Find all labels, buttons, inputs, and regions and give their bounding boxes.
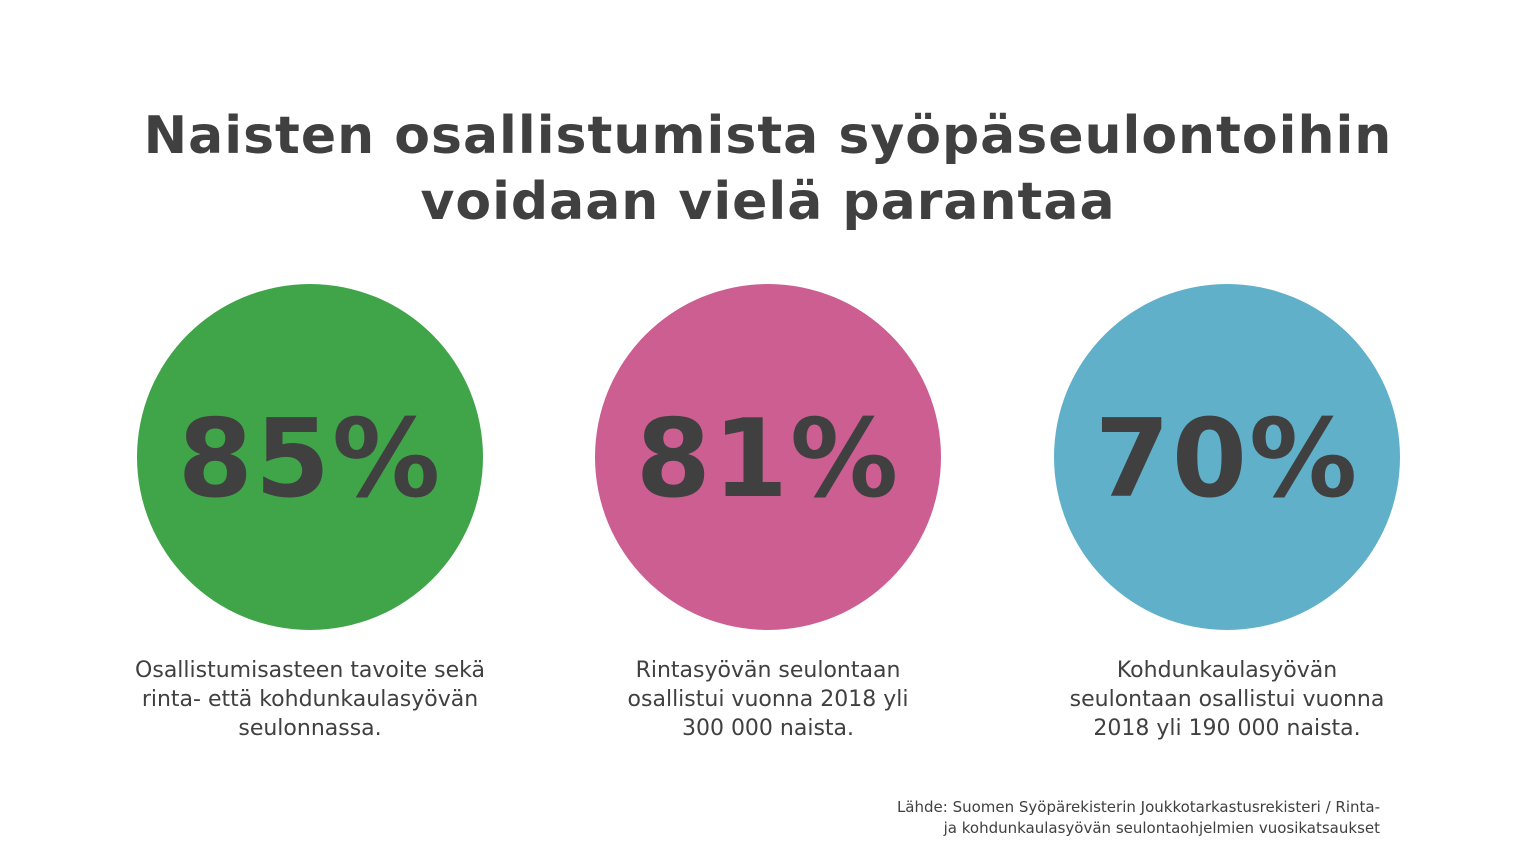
stat-circle-green: 85% <box>137 284 483 630</box>
stat-description-line: seulonnassa. <box>238 716 382 741</box>
stat-description-line: osallistui vuonna 2018 yli <box>627 687 909 712</box>
stat-description-line: seulontaan osallistui vuonna <box>1069 687 1385 712</box>
stat-circle-blue: 70% <box>1054 284 1400 630</box>
stat-percentage: 85% <box>177 397 443 522</box>
stat-circle-pink: 81% <box>595 284 941 630</box>
source-note: Lähde: Suomen Syöpärekisterin Joukkotark… <box>897 797 1380 839</box>
stat-description: Kohdunkaulasyövän seulontaan osallistui … <box>1024 656 1430 743</box>
stat-description: Osallistumisasteen tavoite sekä rinta- e… <box>107 656 513 743</box>
stat-description-line: rinta- että kohdunkaulasyövän <box>141 687 479 712</box>
stat-breast-screening: 81% Rintasyövän seulontaan osallistui vu… <box>595 284 941 741</box>
stat-description-line: Kohdunkaulasyövän <box>1116 658 1338 683</box>
page-title-line-2: voidaan vielä parantaa <box>420 172 1116 232</box>
stat-description: Rintasyövän seulontaan osallistui vuonna… <box>565 656 971 743</box>
stat-description-line: 2018 yli 190 000 naista. <box>1093 716 1361 741</box>
source-note-line: ja kohdunkaulasyövän seulontaohjelmien v… <box>943 819 1380 837</box>
stat-percentage: 70% <box>1094 397 1360 522</box>
stat-description-line: Osallistumisasteen tavoite sekä <box>135 658 485 683</box>
stat-percentage: 81% <box>635 397 901 522</box>
page-title-line-1: Naisten osallistumista syöpäseulontoihin <box>143 106 1393 166</box>
source-note-line: Lähde: Suomen Syöpärekisterin Joukkotark… <box>896 798 1380 816</box>
stat-description-line: 300 000 naista. <box>681 716 855 741</box>
stat-description-line: Rintasyövän seulontaan <box>635 658 901 683</box>
stat-cervical-screening: 70% Kohdunkaulasyövän seulontaan osallis… <box>1054 284 1400 741</box>
stat-target-participation: 85% Osallistumisasteen tavoite sekä rint… <box>135 284 485 741</box>
